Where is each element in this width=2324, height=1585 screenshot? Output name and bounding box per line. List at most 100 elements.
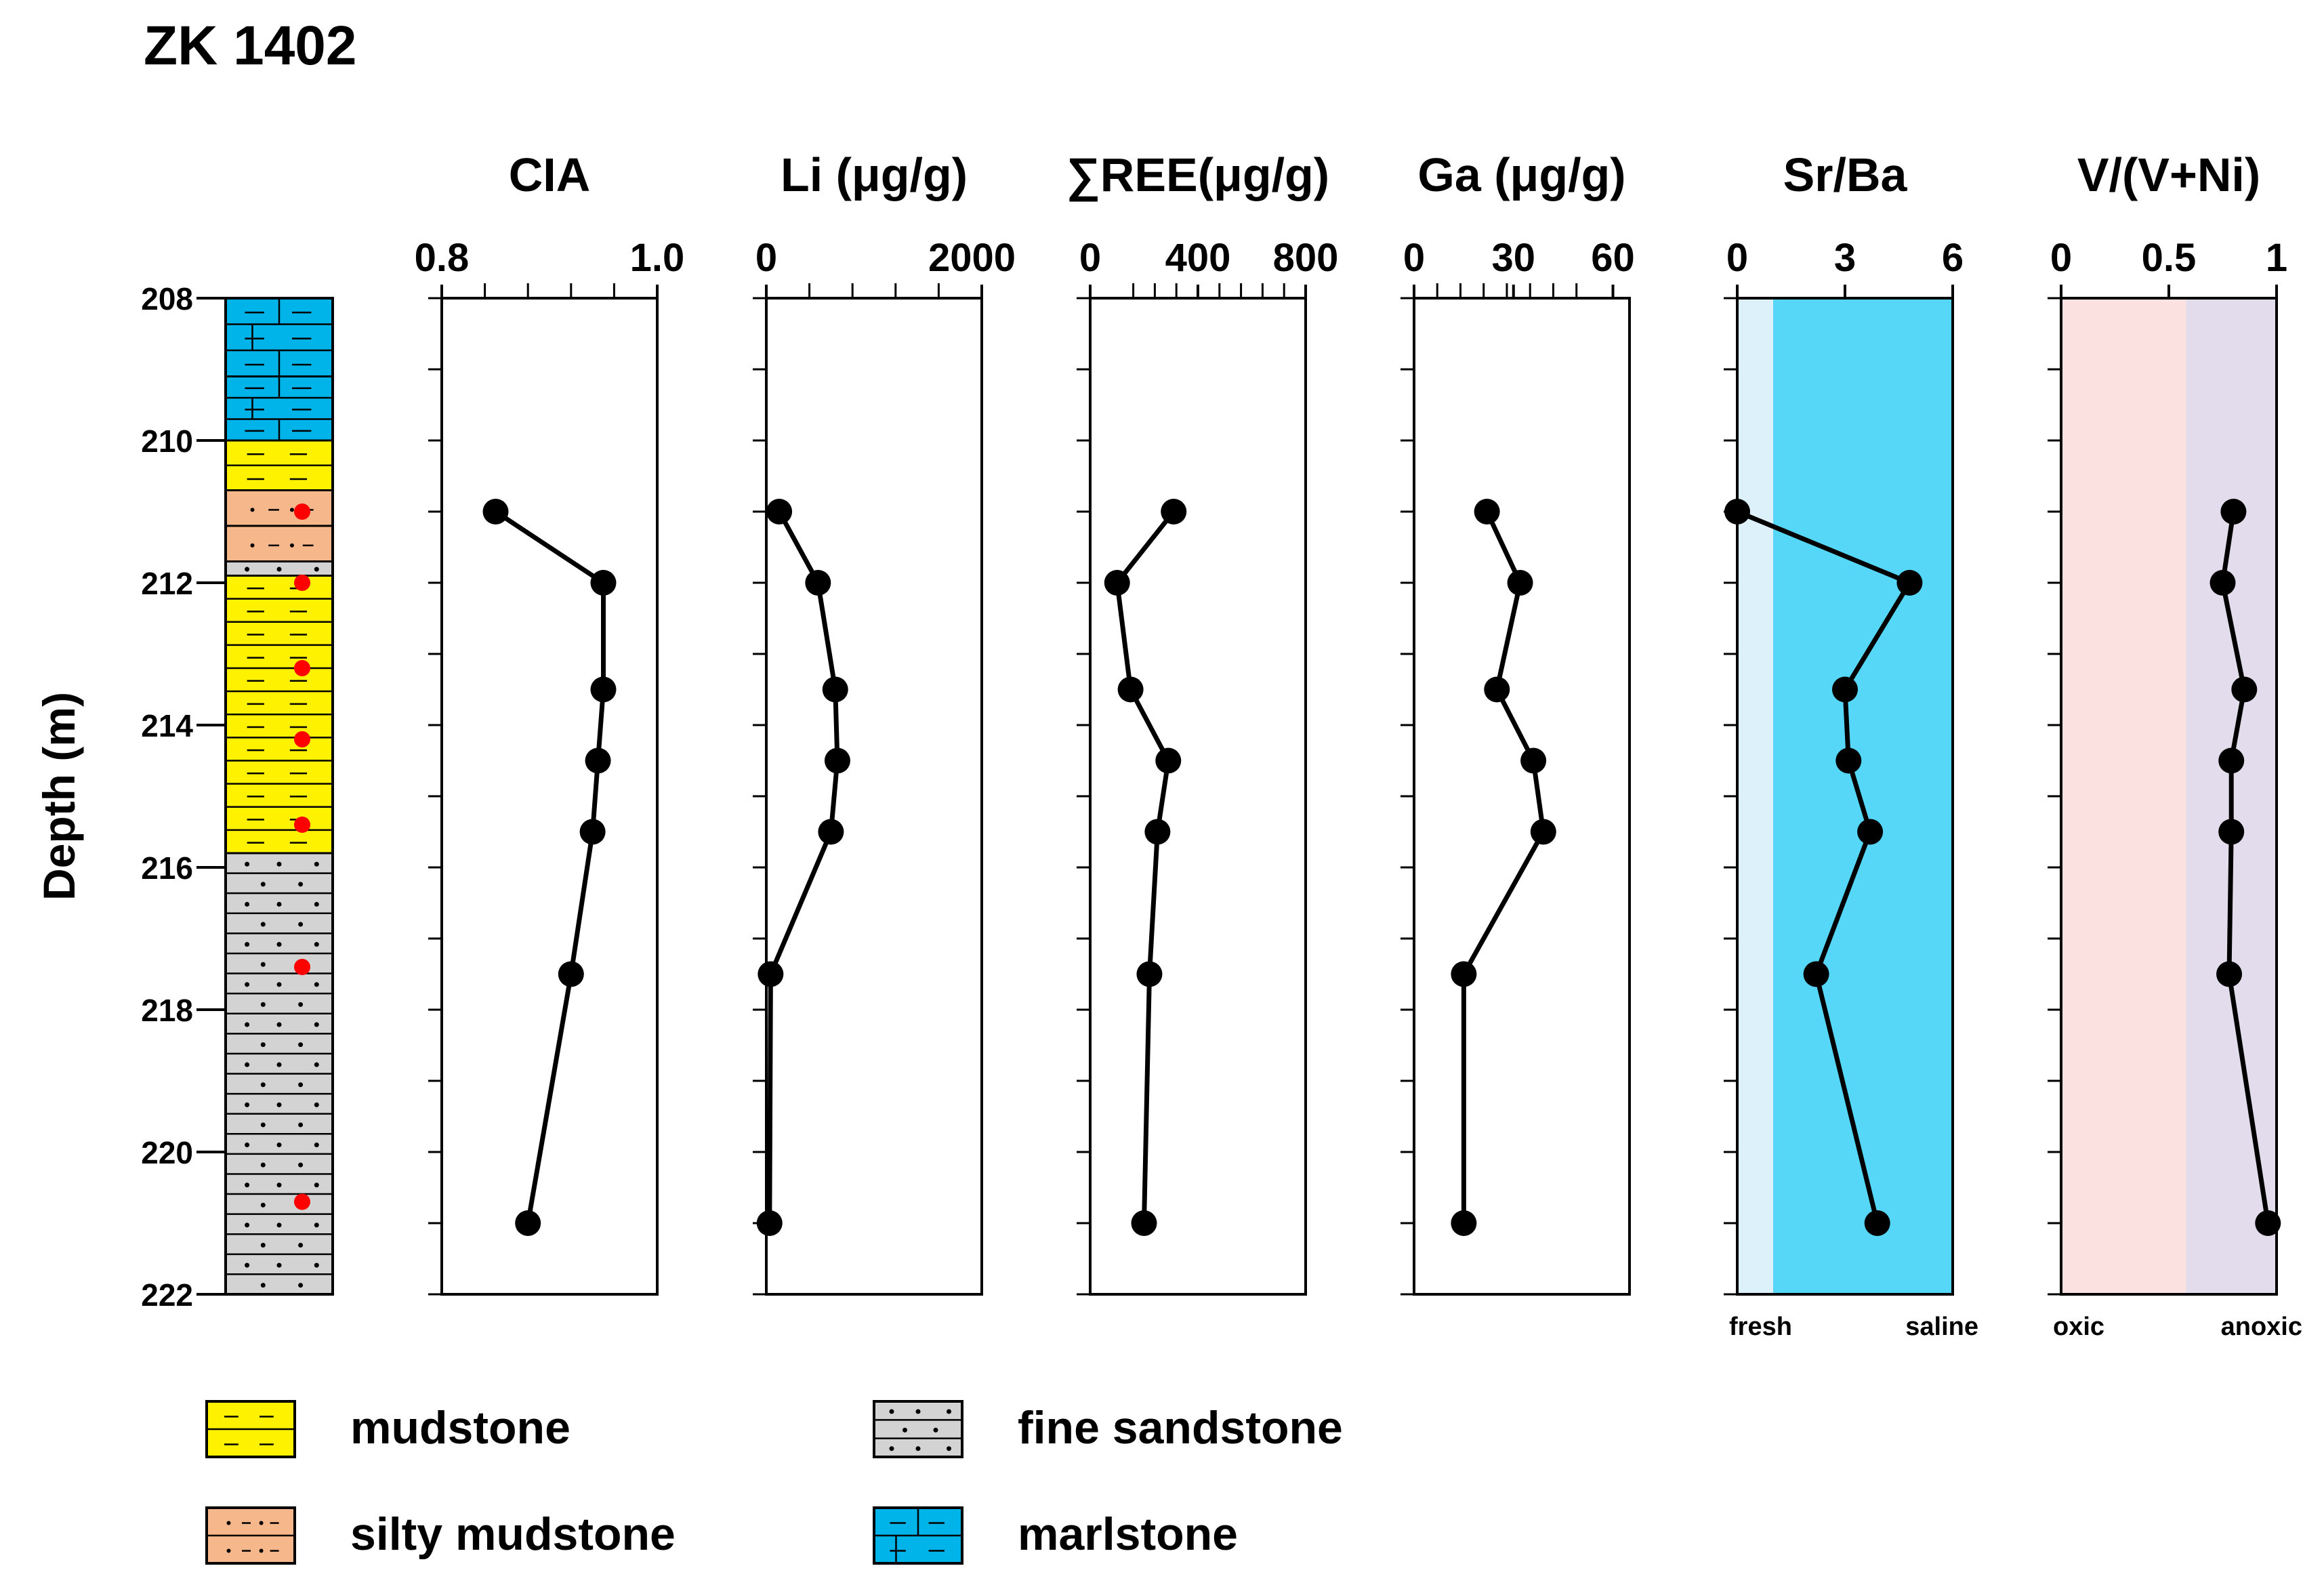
pattern-dot <box>298 1162 304 1168</box>
x-tick-label: 0 <box>1079 236 1101 280</box>
pattern-dot <box>260 962 266 967</box>
legend-item-silty-mudstone: silty mudstone <box>205 1506 676 1565</box>
legend-item-marlstone: marlstone <box>873 1506 1238 1565</box>
pattern-dot <box>226 1521 231 1525</box>
pattern-dot <box>889 1446 894 1452</box>
data-point <box>1104 570 1130 596</box>
sample-marker <box>294 817 310 833</box>
pattern-dot <box>260 1082 266 1088</box>
pattern-dot <box>250 508 255 512</box>
pattern-dot <box>314 982 319 987</box>
zone-fresh <box>1737 298 1773 1294</box>
panel-li-g-g: Li (μg/g)0 2000 <box>753 148 1016 1296</box>
sample-marker <box>294 503 310 520</box>
depth-tick-label: 210 <box>141 424 193 459</box>
data-point <box>818 819 844 845</box>
panel-frame <box>765 297 983 1296</box>
pattern-dot <box>259 1521 264 1525</box>
lith-layer-silty-mudstone <box>226 489 333 527</box>
legend-label: mudstone <box>350 1402 570 1454</box>
pattern-dot <box>276 861 282 867</box>
pattern-dot <box>889 1409 894 1414</box>
data-point <box>2218 747 2245 774</box>
pattern-dot <box>276 1143 282 1148</box>
pattern-dot <box>289 543 294 548</box>
pattern-dot <box>314 861 319 867</box>
pattern-dot <box>276 1262 282 1268</box>
pattern-dot <box>245 1143 250 1148</box>
series-line <box>494 510 606 1224</box>
pattern-dot <box>245 982 250 987</box>
x-tick-label: 800 <box>1273 236 1339 280</box>
pattern-dot <box>245 1102 250 1107</box>
sample-marker <box>294 959 310 975</box>
data-point <box>590 676 617 703</box>
legend-label: silty mudstone <box>350 1508 676 1560</box>
pattern-dot <box>276 567 282 572</box>
pattern-dot <box>276 1062 282 1067</box>
x-tick-label: 0 <box>1403 236 1425 280</box>
panel-frame <box>1413 297 1631 1296</box>
data-point <box>1832 676 1858 703</box>
pattern-dot <box>298 1042 304 1048</box>
panel-cia: CIA 0.8 1.0 <box>415 148 685 1296</box>
data-point <box>2216 961 2243 987</box>
lithology-layers <box>226 298 333 1294</box>
sample-marker <box>294 1193 310 1210</box>
data-point <box>1857 819 1884 845</box>
panel-ga-g-g: Ga (μg/g) 0 30 60 <box>1400 148 1635 1296</box>
data-point <box>2218 819 2245 845</box>
data-point <box>758 961 784 987</box>
x-tick-label: 60 <box>1591 236 1635 280</box>
data-point <box>1803 961 1829 987</box>
x-tick-label: 0.5 <box>2142 236 2197 280</box>
lith-column-frame <box>224 297 334 1296</box>
data-point <box>585 747 611 774</box>
x-tick-label: 0.8 <box>415 236 470 280</box>
panel-title: Ga (μg/g) <box>1417 148 1625 201</box>
panel-sr-ba: Sr/Ba fresh saline 0 3 6 <box>1724 148 1978 1341</box>
depth-tick-label: 222 <box>141 1277 193 1313</box>
pattern-dot <box>250 543 255 548</box>
pattern-dot <box>245 567 250 572</box>
legend-item-fine-sandstone: fine sandstone <box>873 1400 1343 1458</box>
depth-tick-label: 220 <box>141 1135 193 1170</box>
data-point <box>1136 961 1163 987</box>
pattern-dot <box>298 1243 304 1248</box>
data-point <box>2209 570 2236 596</box>
pattern-dot <box>245 1022 250 1027</box>
pattern-dot <box>245 1182 250 1188</box>
pattern-dot <box>260 1202 266 1208</box>
data-point <box>1474 499 1500 524</box>
pattern-dot <box>245 1262 250 1268</box>
pattern-dot <box>314 1143 319 1148</box>
pattern-dot <box>276 1022 282 1027</box>
pattern-dot <box>298 882 304 887</box>
panel-title: CIA <box>509 148 591 201</box>
depth-tick-label: 214 <box>141 708 193 743</box>
data-point <box>1530 819 1556 845</box>
legend-label: fine sandstone <box>1018 1402 1343 1454</box>
data-point <box>805 570 831 596</box>
zone-label-fresh: fresh <box>1729 1313 1792 1341</box>
panel-title: V/(V+Ni) <box>2077 148 2260 201</box>
pattern-dot <box>298 1002 304 1007</box>
data-point <box>2231 676 2258 703</box>
lithology-column <box>224 297 334 1296</box>
series-line <box>767 510 840 1224</box>
pattern-dot <box>947 1409 951 1414</box>
pattern-dot <box>298 1122 304 1128</box>
figure-title: ZK 1402 <box>144 15 357 77</box>
data-point <box>1117 676 1144 703</box>
lith-layer-mudstone <box>226 575 333 855</box>
x-tick-label: 1.0 <box>630 236 685 280</box>
x-tick-label: 2000 <box>928 236 1016 280</box>
panel-title: ∑REE(μg/g) <box>1066 148 1329 202</box>
pattern-dot <box>314 1262 319 1268</box>
lith-layer-mudstone <box>226 439 333 491</box>
lith-layer-fill <box>226 524 333 562</box>
pattern-dot <box>298 1082 304 1088</box>
pattern-dot <box>276 901 282 907</box>
